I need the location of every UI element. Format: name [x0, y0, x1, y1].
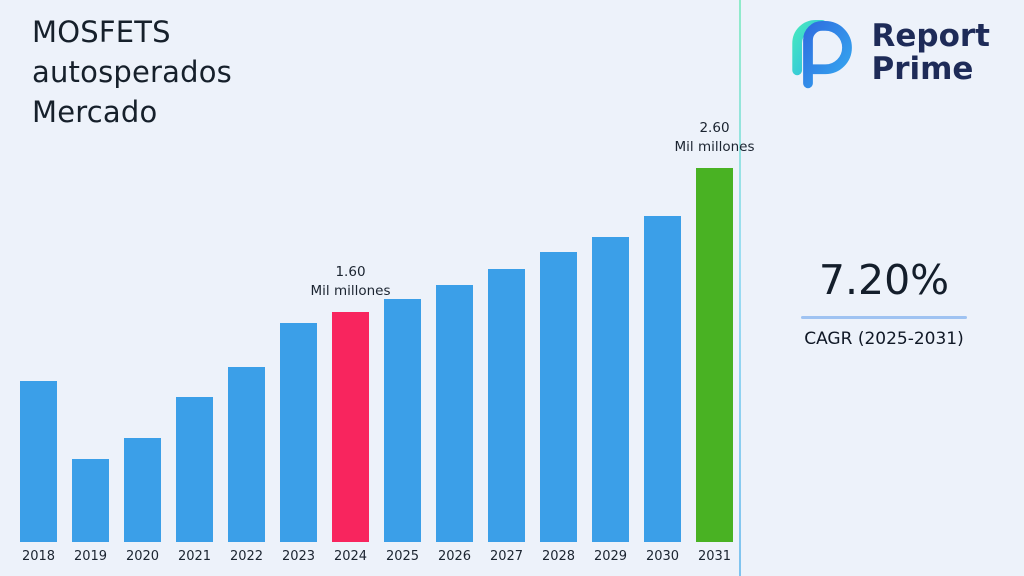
bar-2019	[72, 459, 109, 542]
bar-2027	[488, 269, 525, 542]
brand-logo: Report Prime	[782, 14, 991, 92]
bar-2025	[384, 299, 421, 542]
bar-2022	[228, 367, 265, 542]
bar-chart: 2018 2019 2020 2021 2022 2023 2024 1.60 Mil mil…	[20, 120, 755, 564]
kpi-underline	[801, 316, 967, 319]
bar-cell-2030: 2030	[644, 216, 681, 564]
bar-cell-2020: 2020	[124, 438, 161, 564]
x-tick-2020: 2020	[125, 549, 160, 564]
value-annotation-2024: 1.60 Mil millones	[310, 264, 391, 300]
x-tick-2022: 2022	[229, 549, 264, 564]
bar-2029	[592, 237, 629, 542]
bar-cell-2019: 2019	[72, 459, 109, 564]
report-prime-logo-icon	[791, 19, 852, 89]
page-title: MOSFETS autosperados Mercado	[32, 15, 232, 130]
value-annotation-2031: 2.60 Mil millones	[674, 120, 755, 156]
bar-2030	[644, 216, 681, 542]
bar-2031	[696, 168, 733, 542]
bar-2024	[332, 312, 369, 542]
x-tick-2029: 2029	[593, 549, 628, 564]
bar-2023	[280, 323, 317, 542]
bar-cell-2025: 2025	[384, 299, 421, 564]
x-tick-2024: 2024	[333, 549, 368, 564]
bar-2018	[20, 381, 57, 542]
x-tick-2018: 2018	[21, 549, 56, 564]
bar-cell-2027: 2027	[488, 269, 525, 564]
x-tick-2028: 2028	[541, 549, 576, 564]
cagr-value: 7.20%	[818, 256, 950, 304]
bar-cell-2028: 2028	[540, 252, 577, 564]
brand-line2: Prime	[871, 51, 974, 87]
x-tick-2030: 2030	[645, 549, 680, 564]
brand-line1: Report	[871, 17, 991, 54]
bar-2026	[436, 285, 473, 542]
x-tick-2021: 2021	[177, 549, 212, 564]
x-tick-2025: 2025	[385, 549, 420, 564]
x-tick-2027: 2027	[489, 549, 524, 564]
bar-cell-2024: 2024 1.60 Mil millones	[311, 264, 391, 564]
x-tick-2023: 2023	[281, 549, 316, 564]
bar-cell-2018: 2018	[20, 381, 57, 564]
bar-2021	[176, 397, 213, 542]
brand-wordmark: Report Prime	[871, 17, 991, 87]
bar-cell-2021: 2021	[176, 397, 213, 564]
vertical-divider	[739, 0, 741, 576]
bar-cell-2029: 2029	[592, 237, 629, 564]
bar-2028	[540, 252, 577, 542]
x-tick-2031: 2031	[697, 549, 732, 564]
bar-cell-2026: 2026	[436, 285, 473, 564]
bar-cell-2022: 2022	[228, 367, 265, 564]
cagr-label: CAGR (2025-2031)	[804, 329, 964, 349]
bar-cell-2023: 2023	[280, 323, 317, 564]
bar-cell-2031: 2031 2.60 Mil millones	[675, 120, 755, 564]
x-tick-2026: 2026	[437, 549, 472, 564]
x-tick-2019: 2019	[73, 549, 108, 564]
kpi-block: 7.20% CAGR (2025-2031)	[801, 256, 967, 349]
bar-2020	[124, 438, 161, 542]
